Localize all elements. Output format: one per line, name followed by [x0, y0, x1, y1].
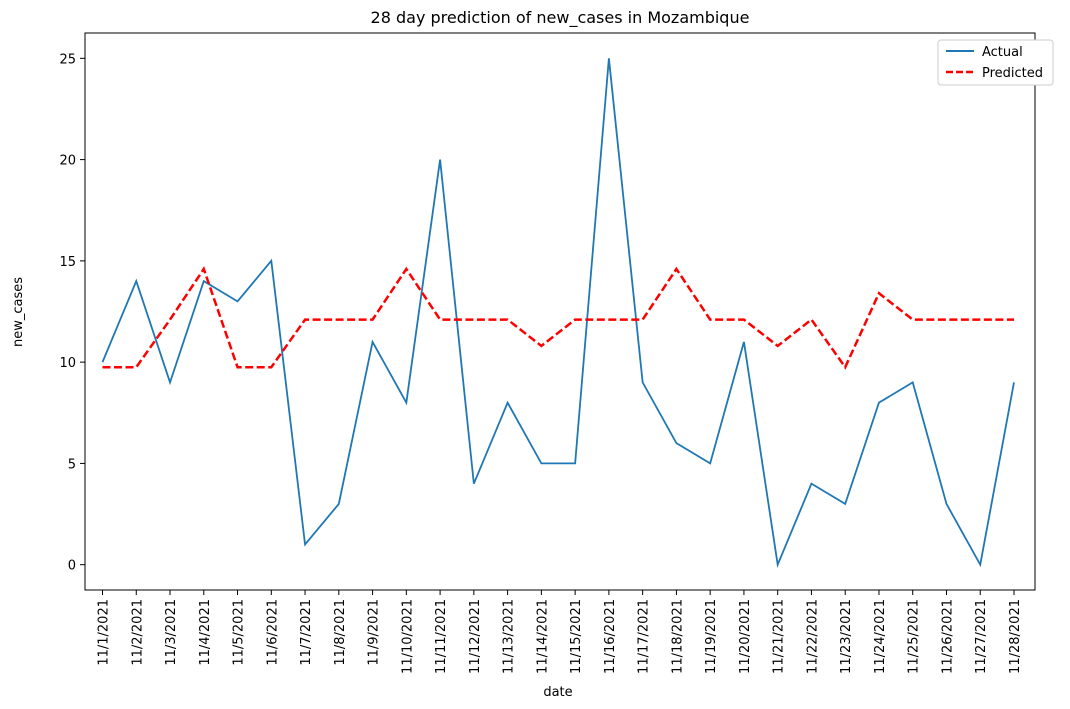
x-tick-label: 11/28/2021	[1008, 599, 1023, 674]
x-axis-title: date	[543, 685, 572, 700]
x-tick-label: 11/15/2021	[569, 599, 584, 674]
y-axis-title: new_cases	[11, 277, 26, 347]
plot-frame	[84, 32, 1036, 591]
x-tick-label: 11/2/2021	[130, 599, 145, 666]
x-tick-label: 11/20/2021	[738, 599, 753, 674]
x-tick-label: 11/3/2021	[164, 599, 179, 666]
x-tick-label: 11/5/2021	[232, 599, 247, 666]
legend-predicted-label: Predicted	[982, 66, 1043, 81]
x-tick-label: 11/1/2021	[97, 599, 112, 666]
x-tick-label: 11/18/2021	[670, 599, 685, 674]
x-tick-label: 11/12/2021	[468, 599, 483, 674]
x-tick-label: 11/10/2021	[400, 599, 415, 674]
x-tick-label: 11/19/2021	[704, 599, 719, 674]
x-tick-label: 11/13/2021	[502, 599, 517, 674]
x-tick-label: 11/14/2021	[535, 599, 550, 674]
x-tick-label: 11/21/2021	[772, 599, 787, 674]
x-tick-label: 11/25/2021	[907, 599, 922, 674]
x-tick-label: 11/11/2021	[434, 599, 449, 674]
x-tick-label: 11/22/2021	[805, 599, 820, 674]
legend: Actual Predicted	[937, 39, 1054, 86]
x-tick-label: 11/7/2021	[299, 599, 314, 666]
chart-title: 28 day prediction of new_cases in Mozamb…	[371, 8, 750, 28]
x-tick-label: 11/24/2021	[873, 599, 888, 674]
x-tick-label: 11/4/2021	[198, 599, 213, 666]
y-tick-label: 5	[68, 457, 76, 472]
y-tick-label: 15	[59, 255, 76, 270]
x-tick-label: 11/6/2021	[265, 599, 280, 666]
series-line-predicted	[102, 266, 1014, 370]
x-tick-label: 11/9/2021	[367, 599, 382, 666]
x-tick-label: 11/27/2021	[974, 599, 989, 674]
x-tick-label: 11/8/2021	[333, 599, 348, 666]
x-tick-label: 11/23/2021	[839, 599, 854, 674]
y-tick-label: 25	[59, 52, 76, 67]
y-tick-label: 10	[59, 356, 76, 371]
series-line-actual	[101, 58, 1015, 568]
legend-actual-label: Actual	[982, 45, 1023, 60]
y-tick-label: 20	[59, 154, 76, 169]
x-tick-label: 11/16/2021	[603, 599, 618, 674]
x-tick-label: 11/26/2021	[940, 599, 955, 674]
y-tick-label: 0	[68, 559, 76, 574]
x-tick-label: 11/17/2021	[637, 599, 652, 674]
